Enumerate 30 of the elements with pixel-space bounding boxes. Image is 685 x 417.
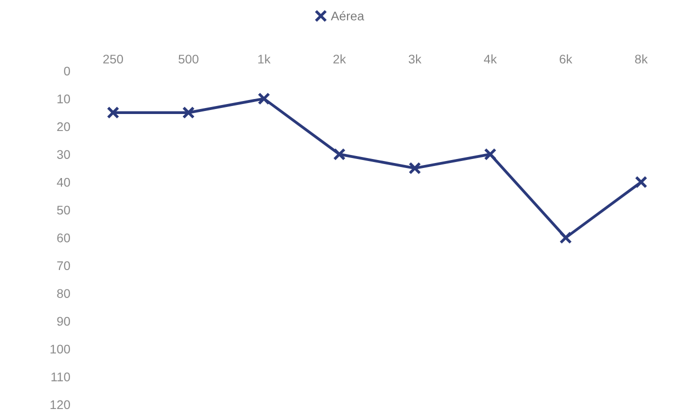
point: [258, 92, 270, 105]
point: [182, 106, 195, 119]
legend-label: Aérea: [330, 11, 364, 20]
x-tick-label: 1k: [258, 54, 271, 64]
y-tick-label: 90: [57, 316, 70, 326]
y-tick-label: 40: [56, 178, 70, 187]
y-tick-label: 0: [64, 66, 70, 76]
x-tick-label: 500: [178, 54, 198, 64]
y-tick-label: 80: [57, 289, 70, 298]
y-tick-label: 120: [50, 400, 70, 410]
point: [634, 176, 648, 188]
x-tick-label: 6k: [560, 54, 572, 64]
point: [408, 162, 422, 174]
y-tick-label: 60: [57, 233, 70, 242]
point: [559, 231, 572, 244]
y-tick-label: 20: [57, 122, 70, 132]
y-tick-label: 70: [57, 261, 70, 270]
y-tick-label: 10: [58, 94, 70, 104]
point: [333, 148, 346, 161]
y-tick-label: 30: [57, 150, 70, 159]
y-tick-label: 110: [52, 372, 70, 382]
y-tick-label: 50: [57, 206, 70, 215]
point: [484, 148, 496, 161]
x-tick-label: 8k: [635, 54, 648, 64]
x-tick-label: 4k: [484, 54, 497, 64]
point: [106, 106, 120, 119]
x-tick-label: 2k: [333, 54, 346, 64]
y-tick-label: 100: [50, 344, 70, 354]
x-tick-label: 3k: [408, 54, 422, 64]
x-tick-label: 250: [103, 54, 124, 64]
